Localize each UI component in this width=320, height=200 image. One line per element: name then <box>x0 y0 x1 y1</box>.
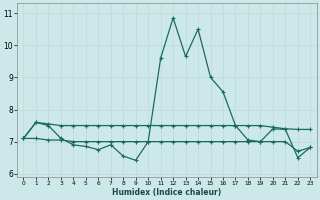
X-axis label: Humidex (Indice chaleur): Humidex (Indice chaleur) <box>112 188 221 197</box>
